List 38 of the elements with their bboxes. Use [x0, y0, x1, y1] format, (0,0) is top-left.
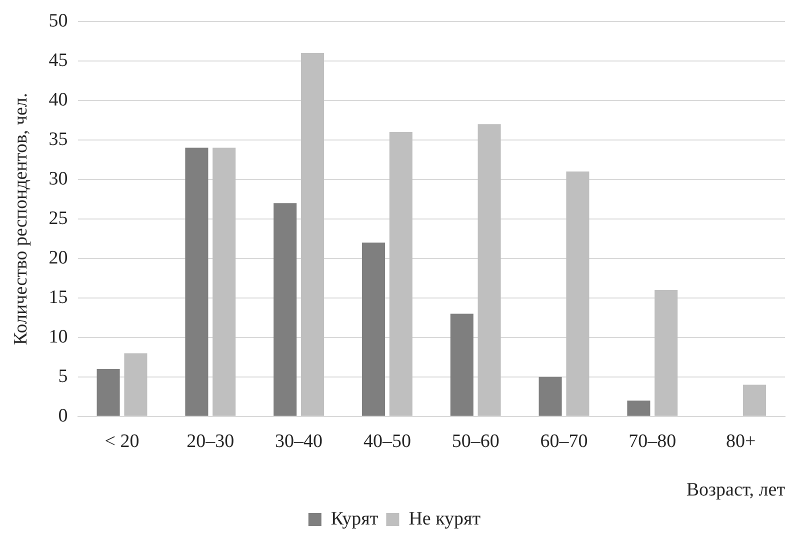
x-tick-label: 50–60 [452, 430, 500, 452]
y-tick-label: 35 [48, 128, 68, 150]
bar [478, 124, 501, 416]
y-tick-label: 30 [48, 168, 68, 190]
bar [389, 132, 412, 416]
x-tick-label: 80+ [726, 430, 756, 452]
x-tick-label: < 20 [104, 430, 140, 452]
bar [362, 242, 386, 416]
x-tick-label: 40–50 [363, 430, 411, 452]
bar [212, 148, 236, 416]
y-tick-label: 40 [48, 89, 68, 110]
bar [124, 353, 148, 416]
bar [627, 400, 650, 416]
bar [300, 53, 324, 416]
y-tick-label: 15 [48, 286, 68, 308]
legend-label: Курят [330, 508, 379, 530]
x-tick-label: 70–80 [628, 430, 676, 452]
x-axis-title: Возраст, лет [686, 480, 786, 501]
x-tick-label: 20–30 [186, 430, 234, 452]
y-tick-label: 5 [58, 366, 68, 387]
bar [538, 376, 562, 416]
y-tick-label: 0 [58, 405, 68, 426]
x-tick-label: 60–70 [540, 430, 588, 452]
y-tick-label: 20 [48, 247, 68, 268]
y-tick-label: 10 [48, 326, 68, 348]
y-axis-title: Количество респондентов, чел. [10, 92, 32, 345]
y-tick-label: 50 [48, 10, 68, 32]
y-tick-label: 25 [48, 208, 68, 229]
bar [742, 384, 766, 416]
bar [566, 172, 590, 416]
bar [274, 203, 297, 416]
bar [185, 148, 208, 416]
bar [450, 314, 474, 416]
legend-label: Не курят [408, 508, 482, 530]
bar [654, 290, 678, 416]
x-tick-label: 30–40 [275, 430, 323, 452]
y-tick-label: 45 [48, 50, 68, 71]
bar [96, 369, 120, 416]
